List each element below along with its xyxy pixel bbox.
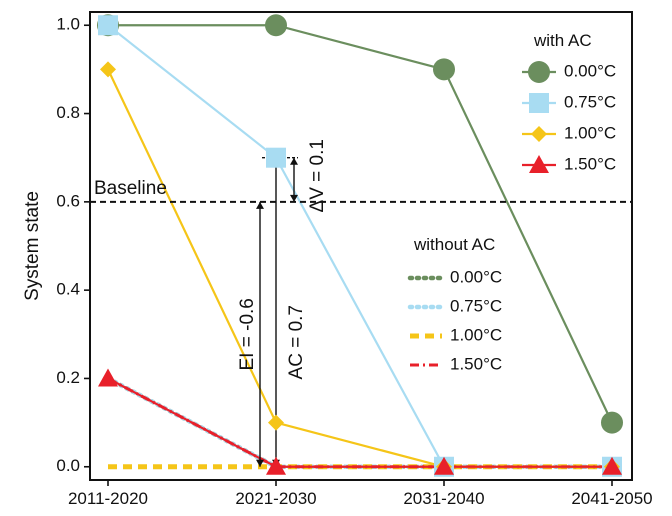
x-tick-label-2: 2031-2040 <box>403 489 484 508</box>
legend-with-ac-title: with AC <box>533 31 592 50</box>
legend-group: with AC 0.00°C 0.75°C 1.00°C 1.50°C without A… <box>407 31 616 373</box>
legend-without-ac-label-1: 0.75°C <box>450 296 502 315</box>
x-tick-label-3: 2041-2050 <box>571 489 652 508</box>
baseline-label: Baseline <box>94 178 167 199</box>
point-diamond-2-0 <box>100 61 116 78</box>
annotations-group: EI = -0.6 AC = 0.7 ΔV = 0.1 <box>237 139 328 467</box>
legend-without-ac-label-2: 1.00°C <box>450 325 502 344</box>
y-tick-label-4: 0.8 <box>56 103 80 122</box>
baseline-group: Baseline <box>90 178 632 203</box>
y-axis-label: System state <box>22 191 43 301</box>
without-ac-line-1 <box>105 376 615 470</box>
with-ac-line-0 <box>108 24 613 424</box>
annotation-arrowhead-0-a <box>256 459 264 467</box>
plot-frame <box>89 11 633 481</box>
legend-with-ac-marker-2 <box>531 126 547 142</box>
y-tick-label-1: 0.2 <box>56 368 80 387</box>
legend-with-ac-marker-3 <box>529 155 549 173</box>
point-circle-0-2 <box>433 58 455 81</box>
annotation-label-1: AC = 0.7 <box>286 305 307 379</box>
axes-group: 0.0 0.2 0.4 0.6 0.8 1.0 2011-2020 2021-2030 2031… <box>22 11 653 508</box>
legend-with-ac-label-2: 1.00°C <box>564 123 616 142</box>
annotation-arrowhead-2-b <box>290 157 298 165</box>
markers-group <box>97 14 623 477</box>
legend-with-ac-label-1: 0.75°C <box>564 92 616 111</box>
point-triangle-3-0 <box>98 368 118 387</box>
legend-with-ac-marker-1 <box>529 93 549 113</box>
y-tick-label-5: 1.0 <box>56 15 80 34</box>
legend-with-ac-label-0: 0.00°C <box>564 61 616 80</box>
annotation-arrowhead-2-a <box>290 194 298 202</box>
legend-without-ac-title: without AC <box>413 235 495 254</box>
without-ac-line-3 <box>107 377 612 469</box>
point-triangle-3-2 <box>434 456 454 475</box>
annotation-arrowhead-0-b <box>256 201 264 209</box>
legend-without-ac-label-3: 1.50°C <box>450 354 502 373</box>
x-tick-label-0: 2011-2020 <box>68 489 148 508</box>
point-triangle-3-3 <box>602 456 622 475</box>
with-ac-line-3 <box>107 377 612 468</box>
plot-lines <box>105 24 615 470</box>
without-ac-line-0 <box>105 376 615 470</box>
annotation-label-0: EI = -0.6 <box>237 298 258 370</box>
point-triangle-3-1 <box>266 456 286 475</box>
point-square-1-0 <box>98 15 118 36</box>
x-tick-label-1: 2021-2030 <box>235 489 316 508</box>
y-tick-label-2: 0.4 <box>56 280 80 299</box>
y-tick-label-3: 0.6 <box>56 191 80 210</box>
y-tick-label-0: 0.0 <box>56 456 80 475</box>
annotation-label-2: ΔV = 0.1 <box>307 139 328 212</box>
legend-with-ac-label-3: 1.50°C <box>564 154 616 173</box>
point-square-1-1 <box>266 147 286 168</box>
point-diamond-2-1 <box>268 414 284 431</box>
legend-with-ac-marker-0 <box>528 61 550 83</box>
point-circle-0-3 <box>601 411 623 434</box>
legend-without-ac-label-0: 0.00°C <box>450 267 502 286</box>
point-circle-0-1 <box>265 14 287 37</box>
with-ac-line-1 <box>107 24 612 468</box>
